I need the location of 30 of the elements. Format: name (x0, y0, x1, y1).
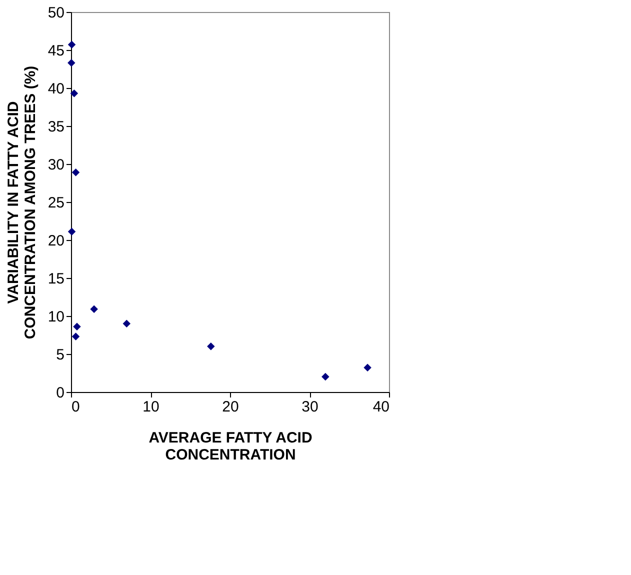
x-tick-label: 20 (222, 398, 239, 416)
y-tick-label: 45 (48, 42, 64, 60)
y-tick-label: 0 (56, 384, 64, 402)
point (70, 89, 78, 98)
point (122, 320, 131, 328)
point (364, 364, 372, 372)
y-tick-label: 10 (48, 308, 64, 326)
point (72, 168, 80, 176)
y-tick-label: 35 (48, 118, 64, 136)
y-axis-title: VARIABILITY IN FATTY ACID CONCENTRATION AMONG TREES (%) (4, 66, 39, 340)
point (72, 332, 80, 340)
point (322, 372, 330, 381)
y-tick-label: 5 (56, 346, 64, 364)
point (73, 322, 81, 331)
point (68, 40, 76, 49)
y-tick-label: 50 (48, 4, 64, 22)
x-tick-label: 40 (372, 398, 390, 416)
point (68, 228, 76, 236)
point (90, 305, 98, 314)
point (207, 342, 215, 350)
x-axis-title: AVERAGE FATTY ACID CONCENTRATION (148, 430, 312, 464)
y-tick-label: 15 (48, 270, 64, 288)
y-tick-label: 40 (48, 80, 64, 98)
y-tick-label: 25 (48, 194, 64, 212)
y-tick-label: 30 (48, 156, 64, 174)
point (68, 59, 76, 67)
x-tick-label: 30 (302, 398, 318, 416)
x-tick-label: 10 (142, 398, 160, 416)
x-tick-label: 0 (72, 398, 80, 416)
y-tick-label: 20 (48, 232, 64, 250)
